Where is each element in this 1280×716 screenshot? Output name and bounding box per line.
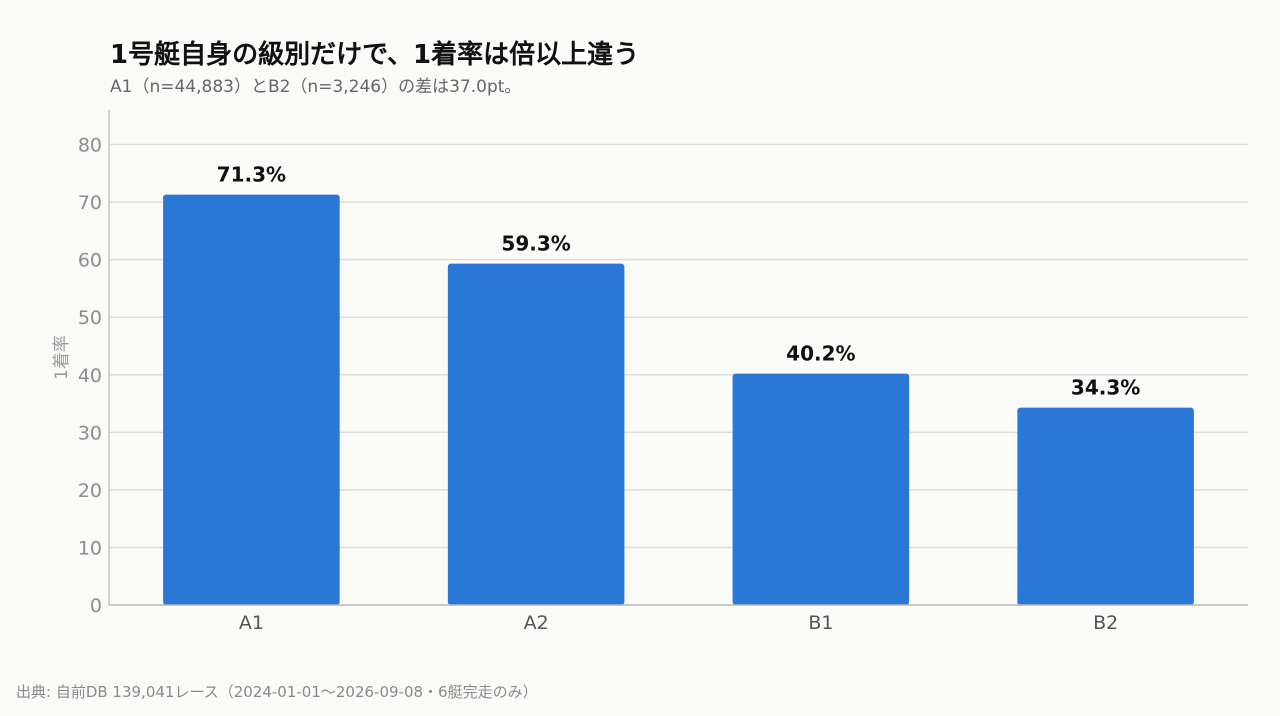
x-tick-label-a2: A2 [524, 612, 549, 634]
y-axis-label: 1着率 [52, 335, 72, 380]
y-tick-label: 60 [78, 250, 102, 272]
bar-a1 [163, 194, 340, 605]
chart-title: 1号艇自身の級別だけで、1着率は倍以上違う [110, 40, 640, 70]
chart-subtitle: A1（n=44,883）とB2（n=3,246）の差は37.0pt。 [110, 77, 522, 97]
labels: 0 10 20 30 40 50 60 70 80 71.3% A1 59.3% A2 40.2% B1 34… [78, 135, 1141, 634]
data-label-a1: 71.3% [217, 163, 286, 187]
y-tick-label: 20 [78, 480, 102, 502]
bar-b1 [732, 373, 910, 605]
data-label-b1: 40.2% [786, 342, 855, 366]
y-tick-label: 70 [78, 192, 102, 214]
x-tick-label-b2: B2 [1093, 612, 1118, 634]
y-tick-label: 50 [78, 307, 102, 329]
axes [108, 110, 1248, 606]
data-label-b2: 34.3% [1071, 376, 1140, 400]
data-label-a2: 59.3% [501, 232, 570, 256]
y-tick-label: 30 [78, 422, 102, 444]
bar-a2 [447, 263, 625, 605]
bar-b2 [1017, 407, 1194, 605]
source-note: 出典: 自前DB 139,041レース（2024-01-01〜2026-09-0… [16, 683, 538, 701]
y-tick-label: 40 [78, 365, 102, 387]
bars [163, 194, 1194, 605]
y-tick-label: 0 [90, 595, 102, 617]
x-tick-label-a1: A1 [239, 612, 264, 634]
y-tick-label: 80 [78, 135, 102, 157]
x-tick-label-b1: B1 [808, 612, 833, 634]
y-tick-label: 10 [78, 537, 102, 559]
